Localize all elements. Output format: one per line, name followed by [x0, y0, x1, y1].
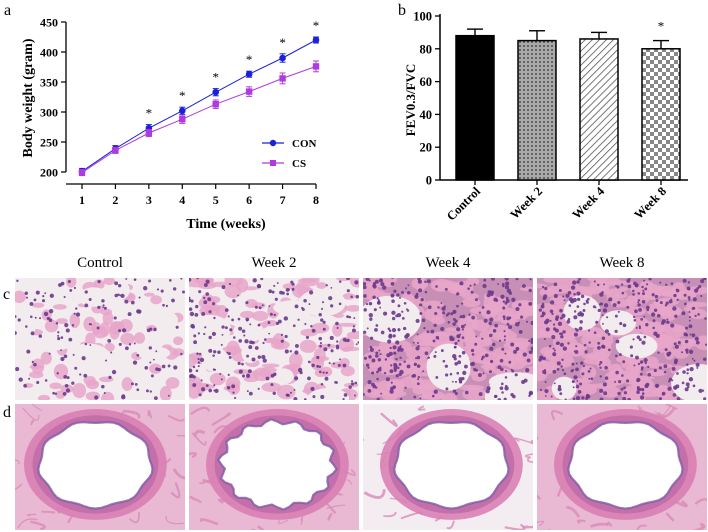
chart-b-ytick-label: 100 — [413, 10, 432, 24]
chart-b-ytick-label: 80 — [420, 42, 433, 56]
chart-b-bar-4 — [641, 48, 681, 181]
chart-a-significance-star: * — [146, 106, 153, 121]
chart-a-significance-star: * — [246, 52, 253, 67]
chart-a-xtick-label: 4 — [179, 193, 185, 207]
chart-a-ytick-label: 350 — [40, 76, 58, 90]
chart-a-xtick-label: 1 — [79, 193, 85, 207]
chart-b-xtick-label: Week 4 — [569, 184, 607, 222]
histology-c-control-image — [15, 278, 185, 400]
chart-a-xtick-label: 3 — [146, 193, 152, 207]
chart-b-bar-1 — [455, 34, 495, 181]
chart-a-point-cs — [112, 147, 119, 154]
chart-b-ytick-label: 20 — [420, 141, 433, 155]
chart-a-significance-star: * — [313, 18, 320, 33]
chart-b-significance-star: * — [658, 19, 665, 34]
chart-a-series-line-cs — [81, 65, 317, 174]
histology-c-week2-image — [189, 278, 359, 400]
chart-b-bar-2 — [517, 39, 557, 181]
chart-a-significance-star: * — [279, 35, 286, 50]
chart-a-point-cs — [279, 75, 286, 82]
chart-a-point-con — [178, 107, 186, 115]
chart-a-ylabel: Body weight (gram) — [21, 38, 36, 157]
chart-a-ytick-label: 200 — [40, 166, 58, 180]
chart-b-bar-3 — [579, 38, 619, 181]
chart-a-xtick-label: 6 — [246, 193, 252, 207]
legend-con-marker — [269, 139, 277, 147]
chart-b-xtick-label: Week 2 — [507, 184, 545, 222]
panel-label-d: d — [3, 404, 11, 421]
body-weight-line-chart: 200 250 300 350 400 450 1 2 3 4 5 6 7 8 * * * * * * Time (… — [21, 16, 320, 232]
chart-a-point-cs — [212, 101, 219, 108]
chart-a-point-cs — [312, 63, 320, 70]
legend-cs-marker — [270, 160, 276, 166]
chart-a-point-con — [312, 36, 320, 44]
panel-label-c: c — [3, 286, 11, 303]
chart-a-xtick-label: 2 — [112, 193, 118, 207]
chart-a-significance-star: * — [212, 70, 219, 85]
chart-a-point-cs — [245, 88, 253, 95]
histology-d-week2-image — [189, 404, 359, 530]
chart-a-xtick-label: 5 — [213, 193, 219, 207]
histology-c-week8-image — [537, 278, 707, 400]
chart-a-series-line-con — [81, 39, 317, 172]
histology-col-title-week8: Week 8 — [599, 255, 645, 271]
chart-b-ytick-label: 0 — [426, 174, 432, 188]
chart-b-xtick-label: Week 8 — [631, 184, 669, 222]
chart-a-point-con — [245, 70, 253, 78]
legend-cs-label: CS — [292, 158, 306, 170]
chart-a-point-cs — [145, 129, 153, 137]
chart-a-ytick-label: 300 — [40, 106, 58, 120]
histology-d-week4-image — [363, 404, 533, 530]
chart-b-ylabel: FEV0.3/FVC — [403, 64, 418, 137]
chart-a-ytick-label: 450 — [40, 16, 58, 30]
chart-a-point-cs — [179, 116, 186, 123]
chart-a-significance-star: * — [179, 88, 186, 103]
chart-a-ytick-label: 400 — [40, 46, 58, 60]
chart-a-point-con — [212, 88, 220, 96]
histology-col-title-control: Control — [77, 255, 123, 271]
legend-con-label: CON — [292, 138, 317, 150]
chart-a-point-cs — [78, 169, 86, 176]
chart-a-xtick-label: 7 — [280, 193, 286, 207]
chart-a-legend: CON CS — [262, 138, 317, 170]
panel-label-b: b — [398, 2, 406, 19]
histology-col-title-week4: Week 4 — [425, 255, 471, 271]
chart-a-xtick-label: 8 — [313, 193, 319, 207]
chart-b-ytick-label: 40 — [420, 108, 433, 122]
chart-b-ytick-label: 60 — [420, 75, 433, 89]
histology-c-week4-image — [363, 278, 533, 400]
histology-d-control-image — [15, 404, 185, 530]
histology-col-title-week2: Week 2 — [251, 255, 297, 271]
chart-a-point-con — [279, 54, 286, 62]
chart-a-xlabel: Time (weeks) — [186, 217, 266, 232]
chart-a-ytick-label: 250 — [40, 136, 58, 150]
chart-b-xtick-label: Control — [444, 184, 484, 224]
histology-d-week8-image — [537, 404, 707, 530]
panel-label-a: a — [4, 2, 12, 19]
